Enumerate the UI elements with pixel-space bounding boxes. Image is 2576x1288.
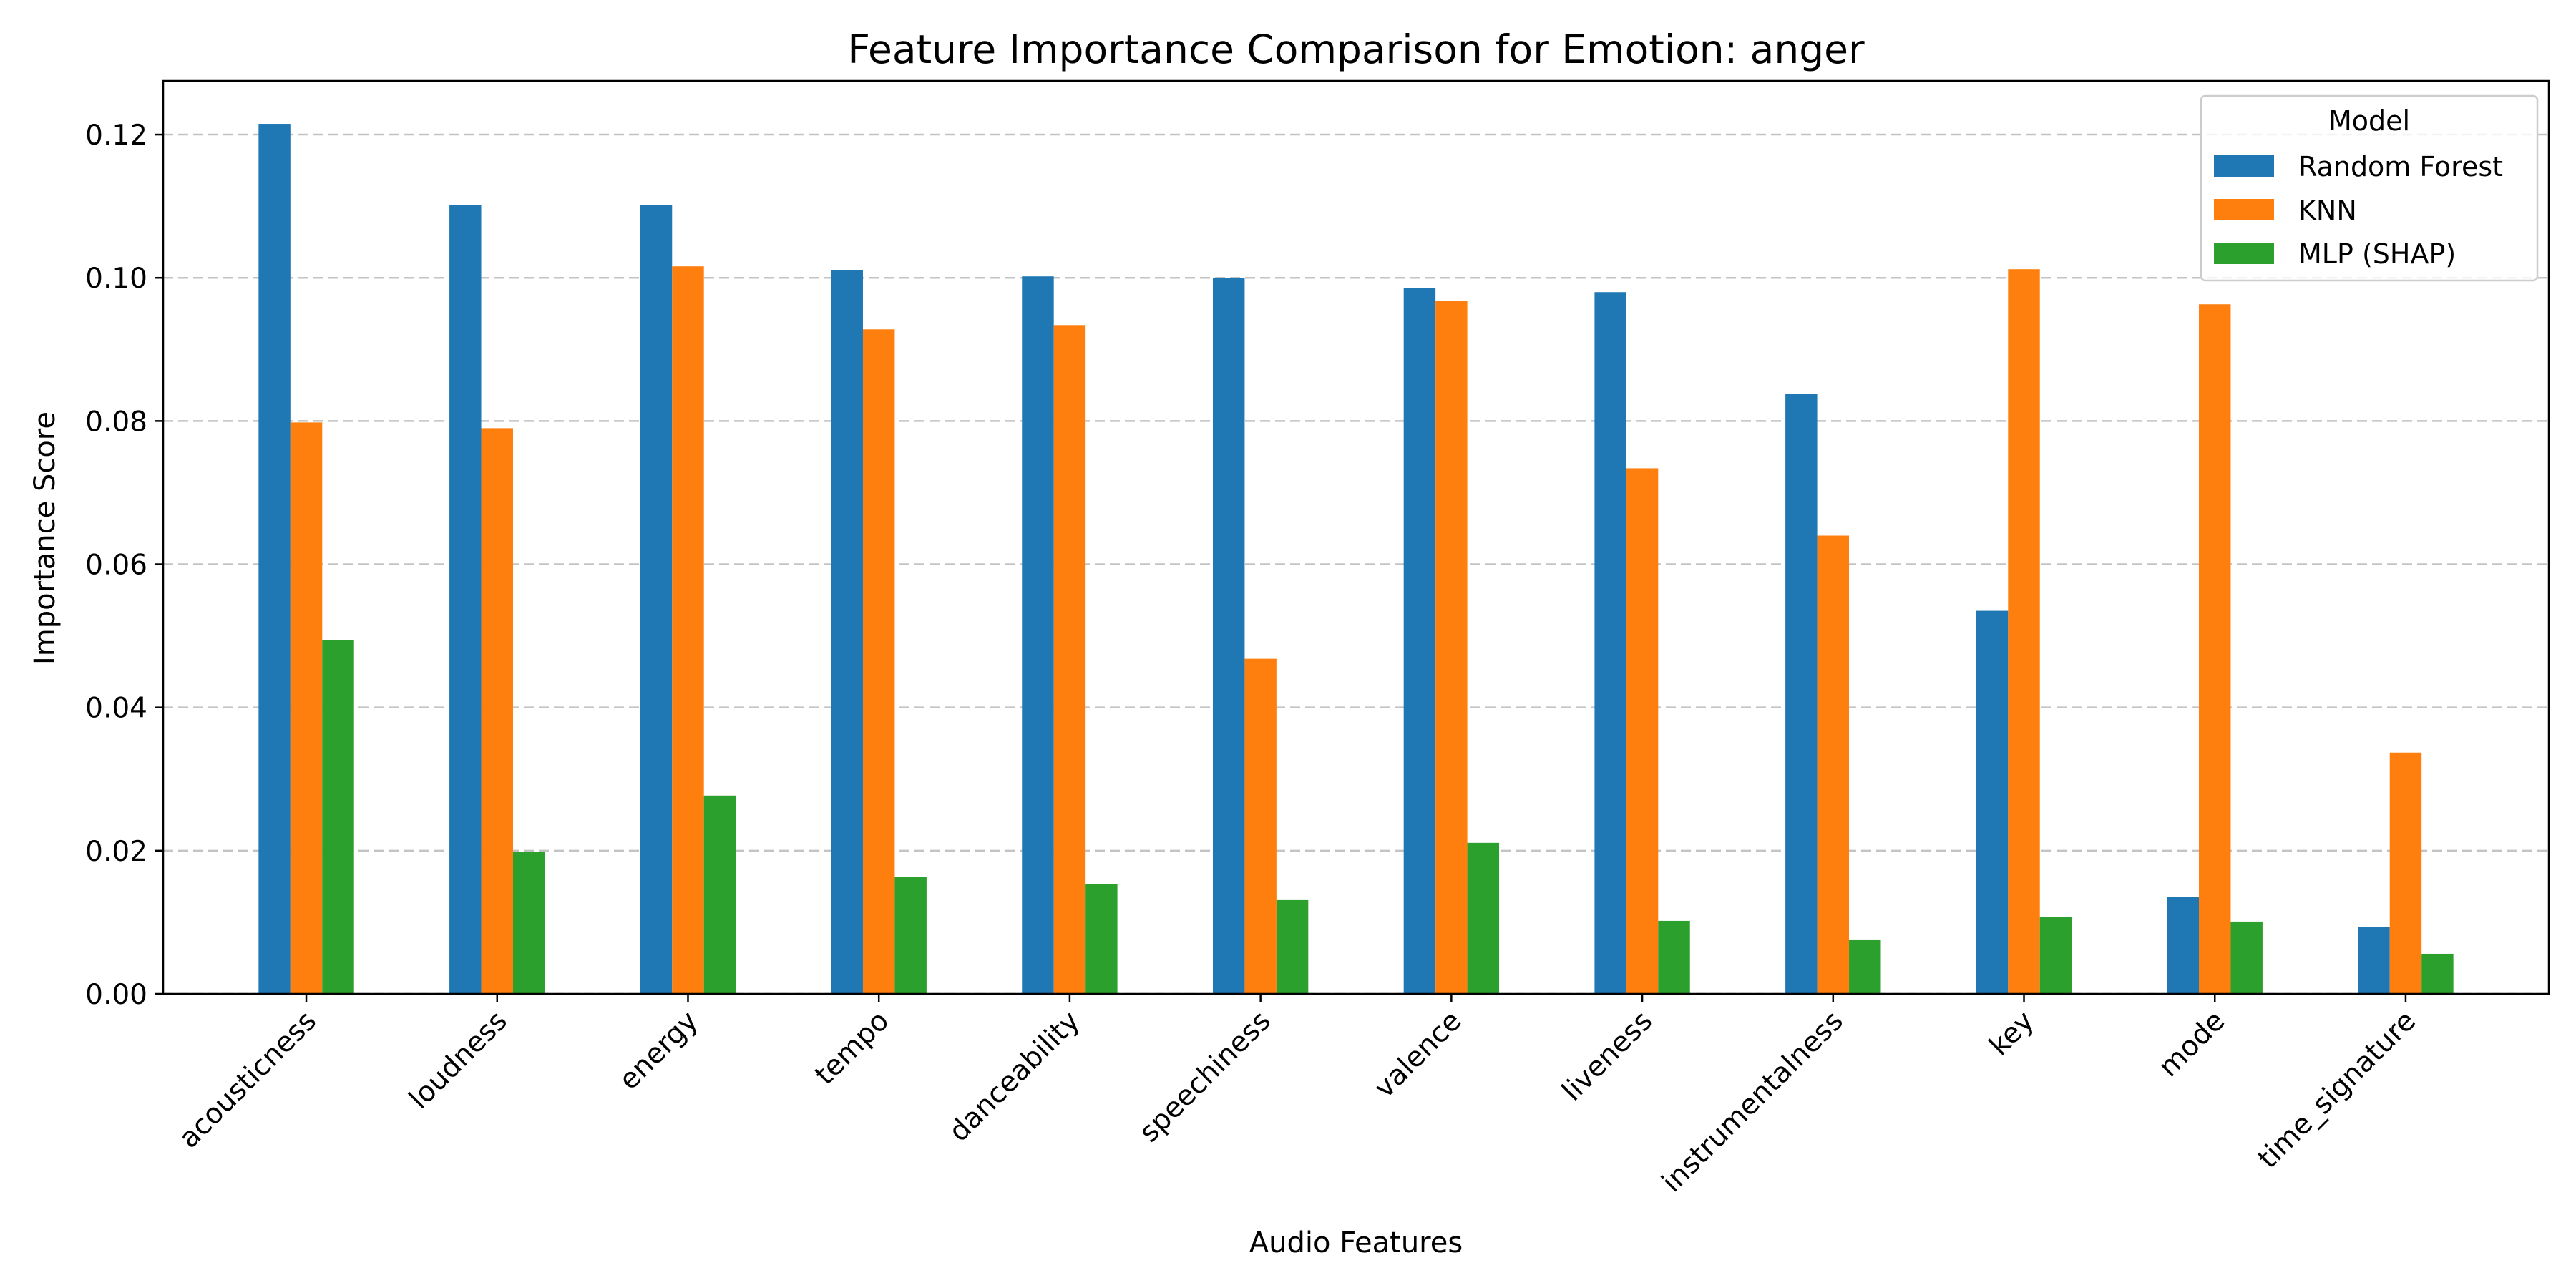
- bar: [894, 877, 927, 994]
- bars: [258, 124, 2454, 995]
- bar: [640, 205, 673, 994]
- bar: [449, 205, 482, 994]
- bar: [2039, 917, 2072, 994]
- bar: [1594, 292, 1626, 994]
- y-axis-label: Importance Score: [29, 411, 62, 665]
- bar: [703, 795, 736, 994]
- bar: [2421, 953, 2454, 994]
- bar: [1276, 899, 1309, 994]
- bar: [1658, 920, 1690, 994]
- bar: [672, 266, 704, 994]
- legend: Model Random Forest KNN MLP (SHAP): [2200, 94, 2539, 282]
- bar: [1976, 610, 2009, 994]
- y-tick-label: 0.12: [85, 119, 147, 152]
- grid-lines: [163, 133, 2549, 995]
- bar: [2389, 752, 2422, 994]
- bar: [1435, 301, 1468, 994]
- bar: [831, 270, 863, 995]
- bar: [1053, 325, 1086, 994]
- bar: [258, 124, 291, 994]
- bar: [1212, 278, 1245, 994]
- y-tick-label: 0.00: [85, 979, 147, 1011]
- bar: [1817, 535, 1850, 994]
- legend-entry-label: MLP (SHAP): [2298, 238, 2456, 270]
- legend-entry-label: KNN: [2298, 195, 2357, 226]
- bar: [1849, 939, 1881, 994]
- legend-title: Model: [2328, 105, 2410, 137]
- legend-swatch: [2214, 243, 2274, 264]
- legend-swatch: [2214, 155, 2274, 177]
- legend-entry-label: Random Forest: [2298, 151, 2503, 182]
- legend-swatch: [2214, 199, 2274, 220]
- bar: [2230, 921, 2263, 994]
- bar: [2167, 897, 2200, 994]
- bar: [322, 640, 354, 994]
- bar: [1785, 394, 1818, 994]
- y-tick-label: 0.04: [85, 693, 147, 725]
- bar: [1467, 842, 1500, 994]
- y-tick-label: 0.10: [85, 263, 147, 295]
- bar: [512, 852, 545, 994]
- bar: [862, 329, 895, 994]
- bar: [2358, 927, 2390, 994]
- x-axis-label: Audio Features: [1249, 1226, 1463, 1259]
- bar: [1403, 288, 1436, 994]
- bar: [290, 422, 323, 994]
- bar: [2199, 304, 2231, 994]
- chart-title: Feature Importance Comparison for Emotio…: [847, 26, 1865, 72]
- bar: [1626, 468, 1659, 994]
- y-tick-label: 0.06: [85, 550, 147, 582]
- bar: [481, 428, 513, 994]
- bar: [1022, 276, 1054, 994]
- plot-frame: [162, 79, 2550, 995]
- bar: [1244, 658, 1277, 994]
- bar: [1085, 884, 1118, 994]
- y-tick-label: 0.02: [85, 836, 147, 868]
- bar: [2008, 269, 2040, 994]
- y-tick-label: 0.08: [85, 406, 147, 438]
- legend-box: [2200, 94, 2539, 282]
